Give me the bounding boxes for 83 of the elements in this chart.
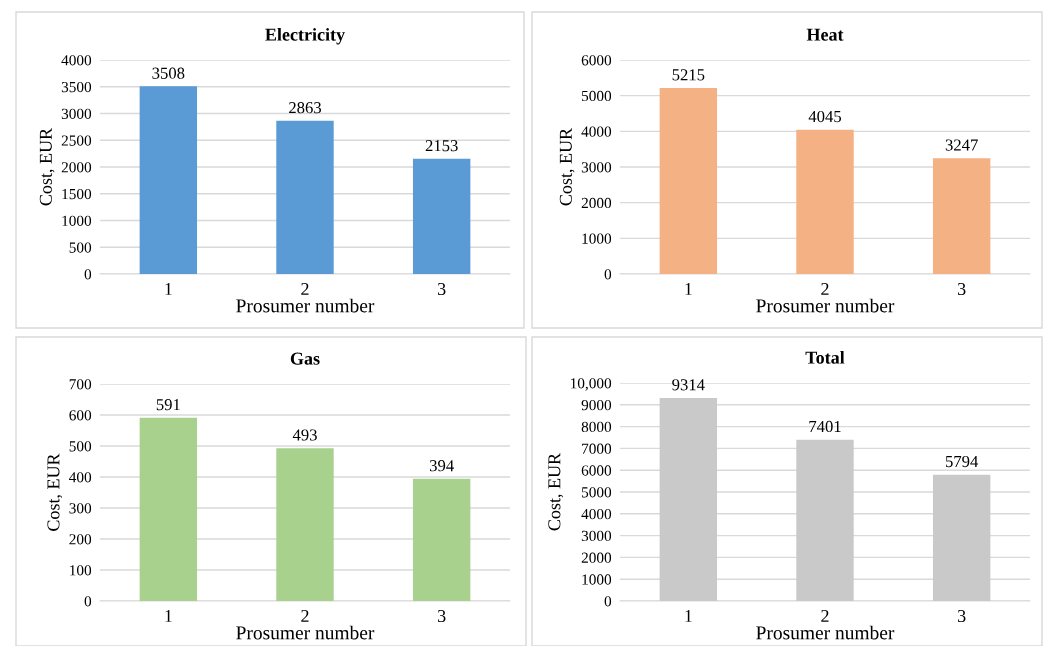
x-tick-label: 2 bbox=[821, 282, 829, 295]
data-label: 7401 bbox=[809, 420, 841, 433]
y-tick-label: 2000 bbox=[61, 162, 92, 173]
x-tick-label: 1 bbox=[165, 282, 172, 295]
y-axis-title: Cost, EUR bbox=[39, 127, 55, 206]
y-tick-label: 200 bbox=[69, 534, 92, 545]
data-label: 4045 bbox=[808, 110, 842, 123]
bar bbox=[276, 448, 334, 601]
x-tick-label: 1 bbox=[685, 609, 692, 622]
data-label: 5215 bbox=[672, 69, 705, 81]
y-tick-label: 5000 bbox=[582, 487, 612, 498]
y-tick-label: 0 bbox=[84, 269, 92, 280]
data-label: 9314 bbox=[672, 379, 705, 391]
y-tick-label: 500 bbox=[69, 441, 92, 452]
y-tick-label: 9000 bbox=[581, 399, 612, 411]
data-label: 3508 bbox=[152, 67, 185, 79]
bar bbox=[412, 158, 471, 274]
chart-title: Heat bbox=[806, 28, 844, 41]
x-axis-title: Prosumer number bbox=[236, 625, 375, 640]
data-label: 591 bbox=[156, 399, 180, 411]
x-tick-label: 1 bbox=[165, 609, 172, 622]
bar bbox=[276, 120, 334, 274]
y-tick-label: 600 bbox=[69, 410, 92, 421]
y-axis-title: Cost, EUR bbox=[47, 453, 63, 531]
y-tick-label: 700 bbox=[69, 379, 92, 390]
chart-title: Total bbox=[805, 351, 845, 364]
y-tick-label: 300 bbox=[69, 503, 92, 514]
x-tick-label: 3 bbox=[958, 609, 966, 623]
y-tick-label: 0 bbox=[604, 269, 612, 280]
y-tick-label: 0 bbox=[84, 596, 92, 607]
x-tick-label: 3 bbox=[438, 282, 446, 296]
bar bbox=[659, 88, 718, 274]
data-label: 2153 bbox=[425, 140, 458, 152]
y-tick-label: 5000 bbox=[582, 90, 612, 102]
bar bbox=[932, 158, 991, 274]
x-tick-label: 3 bbox=[438, 609, 446, 623]
y-tick-label: 2000 bbox=[581, 552, 612, 563]
y-tick-label: 3500 bbox=[61, 81, 92, 93]
data-label: 5794 bbox=[945, 455, 979, 468]
y-tick-label: 4000 bbox=[61, 55, 92, 66]
chart-title: Gas bbox=[290, 352, 320, 365]
x-tick-label: 2 bbox=[301, 282, 309, 295]
y-tick-label: 0 bbox=[604, 596, 612, 607]
x-tick-label: 3 bbox=[958, 282, 966, 296]
bar bbox=[139, 86, 198, 274]
y-tick-label: 3000 bbox=[581, 162, 612, 173]
y-tick-label: 400 bbox=[69, 472, 92, 483]
y-tick-label: 7000 bbox=[582, 443, 612, 454]
x-tick-label: 1 bbox=[685, 282, 692, 295]
x-axis-title: Prosumer number bbox=[236, 298, 375, 313]
x-axis-title: Prosumer number bbox=[756, 625, 895, 640]
y-tick-label: 6000 bbox=[581, 55, 612, 66]
chart-title: Electricity bbox=[265, 28, 345, 45]
y-tick-label: 1000 bbox=[582, 233, 612, 244]
y-tick-label: 10,000 bbox=[571, 378, 612, 391]
bar bbox=[139, 417, 198, 601]
data-label: 394 bbox=[429, 460, 454, 472]
y-tick-label: 6000 bbox=[581, 465, 612, 476]
y-axis-title: Cost, EUR bbox=[548, 452, 564, 531]
x-tick-label: 2 bbox=[821, 609, 829, 622]
data-label: 3247 bbox=[945, 139, 978, 151]
y-tick-label: 1000 bbox=[582, 574, 612, 585]
bar bbox=[932, 474, 991, 601]
y-tick-label: 1500 bbox=[62, 188, 92, 200]
y-tick-label: 3000 bbox=[61, 108, 92, 119]
y-tick-label: 500 bbox=[69, 242, 92, 253]
x-tick-label: 2 bbox=[301, 609, 309, 622]
y-tick-label: 4000 bbox=[581, 508, 612, 520]
bar bbox=[796, 129, 854, 274]
bar bbox=[659, 397, 718, 601]
y-tick-label: 2500 bbox=[61, 135, 92, 146]
bar bbox=[412, 478, 471, 601]
bar bbox=[796, 439, 854, 601]
data-label: 2863 bbox=[289, 102, 322, 114]
y-tick-label: 100 bbox=[70, 565, 92, 576]
data-label: 493 bbox=[292, 429, 317, 441]
y-tick-label: 2000 bbox=[581, 197, 612, 209]
y-tick-label: 1000 bbox=[62, 215, 92, 226]
y-tick-label: 8000 bbox=[581, 421, 612, 433]
y-axis-title: Cost, EUR bbox=[559, 127, 575, 206]
x-axis-title: Prosumer number bbox=[756, 298, 895, 313]
y-tick-label: 3000 bbox=[581, 530, 612, 542]
y-tick-label: 4000 bbox=[581, 126, 612, 137]
